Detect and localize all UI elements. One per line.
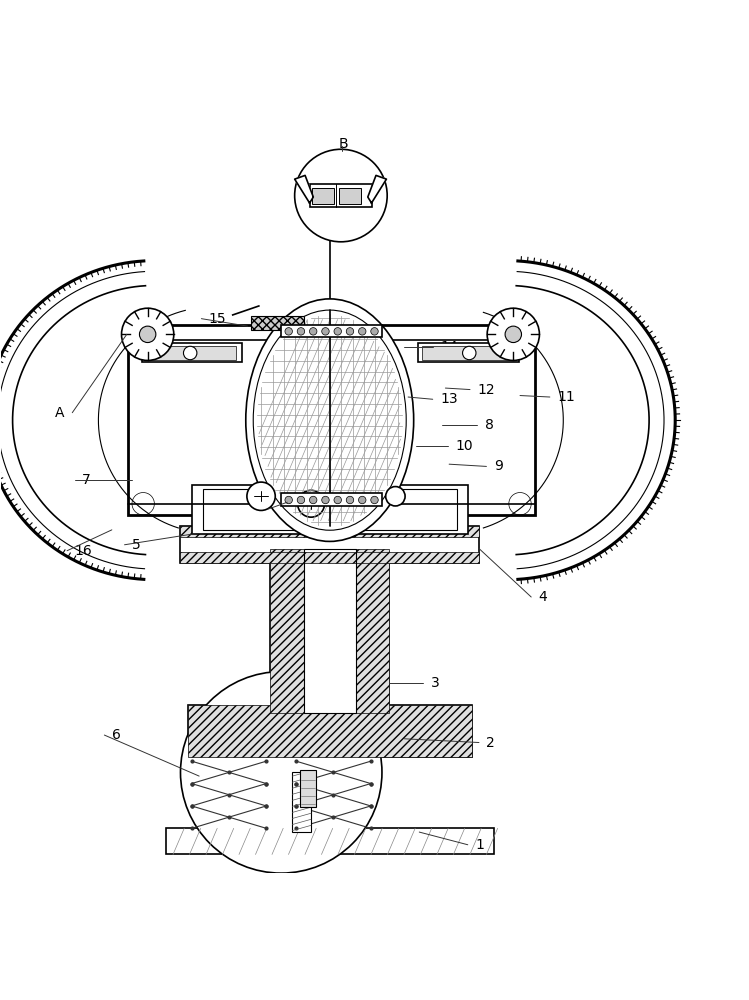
Circle shape — [334, 496, 342, 504]
Bar — [128, 325, 535, 515]
Circle shape — [371, 328, 378, 335]
Bar — [181, 552, 479, 563]
Circle shape — [309, 496, 317, 504]
Text: 14: 14 — [440, 340, 458, 354]
Text: 9: 9 — [494, 459, 503, 473]
Text: A: A — [55, 406, 64, 420]
Text: 7: 7 — [82, 473, 91, 487]
Circle shape — [139, 326, 156, 343]
Bar — [252, 316, 303, 330]
Circle shape — [505, 326, 521, 343]
Bar — [312, 188, 334, 204]
Circle shape — [359, 496, 366, 504]
Bar — [270, 549, 389, 713]
Text: 12: 12 — [477, 383, 495, 397]
Circle shape — [371, 496, 378, 504]
Bar — [292, 772, 311, 832]
Bar — [146, 346, 236, 360]
Bar — [181, 526, 479, 563]
Bar — [418, 343, 518, 362]
Bar — [356, 549, 389, 713]
Bar — [181, 526, 479, 537]
Bar — [339, 188, 361, 204]
Bar — [281, 493, 382, 506]
Text: 11: 11 — [557, 390, 575, 404]
Circle shape — [386, 487, 405, 506]
Bar — [188, 705, 472, 757]
Bar — [309, 184, 372, 207]
Bar — [188, 705, 472, 757]
Circle shape — [359, 328, 366, 335]
Circle shape — [181, 672, 382, 873]
Circle shape — [121, 308, 174, 360]
Circle shape — [334, 328, 342, 335]
Text: 6: 6 — [112, 728, 121, 742]
Circle shape — [294, 149, 387, 242]
Polygon shape — [368, 175, 386, 203]
Text: B: B — [339, 137, 348, 151]
Bar — [270, 549, 303, 713]
Bar — [303, 549, 356, 713]
Bar — [300, 770, 316, 807]
Circle shape — [309, 328, 317, 335]
Text: 3: 3 — [431, 676, 439, 690]
Circle shape — [322, 328, 330, 335]
Ellipse shape — [253, 310, 406, 530]
Bar — [422, 346, 512, 360]
Bar — [281, 325, 382, 337]
Circle shape — [346, 496, 354, 504]
Polygon shape — [294, 175, 313, 203]
Circle shape — [322, 496, 330, 504]
Text: 15: 15 — [209, 312, 226, 326]
Text: 16: 16 — [74, 544, 92, 558]
Bar — [203, 489, 457, 530]
Text: 2: 2 — [486, 736, 495, 750]
Bar — [192, 485, 468, 534]
Text: 10: 10 — [455, 439, 473, 453]
Circle shape — [285, 328, 292, 335]
Ellipse shape — [246, 299, 413, 541]
Text: 5: 5 — [132, 538, 141, 552]
Text: 1: 1 — [475, 838, 484, 852]
Circle shape — [184, 346, 197, 360]
Bar — [142, 343, 243, 362]
Text: C: C — [258, 505, 267, 519]
Circle shape — [346, 328, 354, 335]
Circle shape — [297, 496, 305, 504]
Bar — [166, 828, 494, 854]
Circle shape — [247, 482, 275, 510]
Circle shape — [297, 490, 324, 517]
Circle shape — [463, 346, 476, 360]
Text: 8: 8 — [485, 418, 494, 432]
Circle shape — [487, 308, 539, 360]
Text: 13: 13 — [440, 392, 458, 406]
Circle shape — [297, 328, 305, 335]
Text: 4: 4 — [539, 590, 548, 604]
Bar — [303, 549, 356, 713]
Circle shape — [285, 496, 292, 504]
